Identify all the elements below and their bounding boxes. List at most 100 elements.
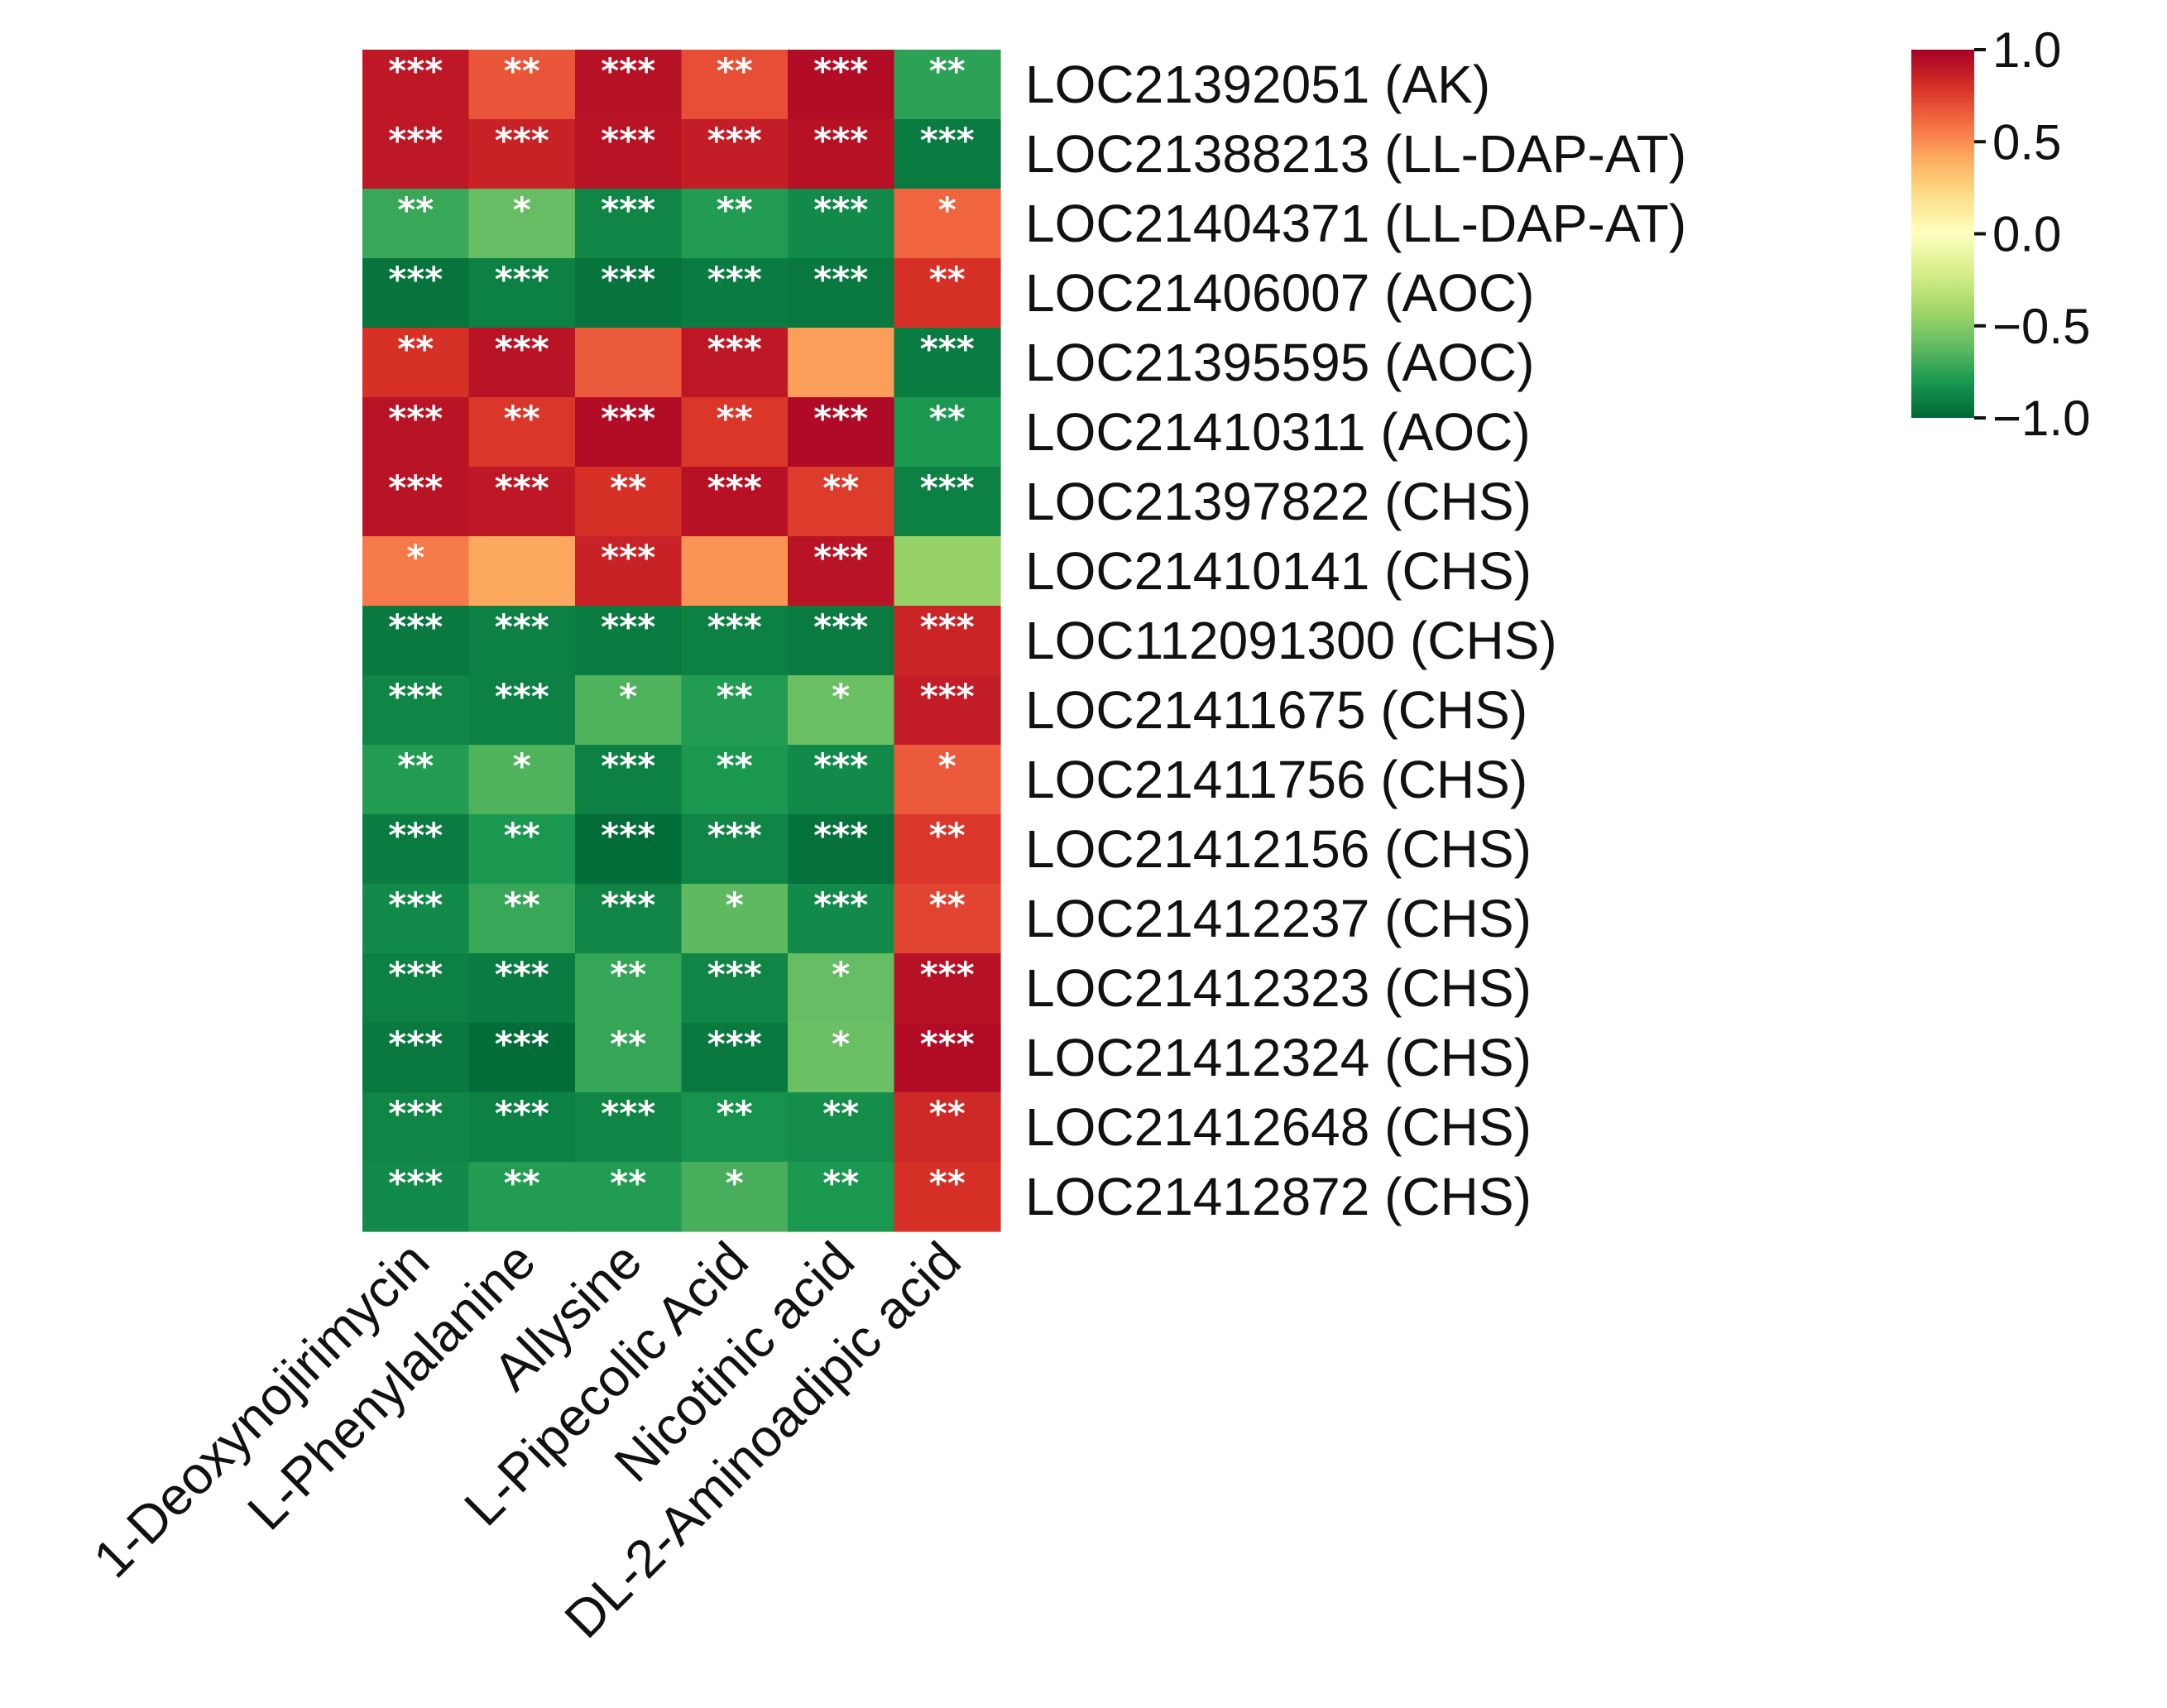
heatmap-cell: [681, 814, 789, 885]
significance-mark: ***: [813, 120, 868, 161]
heatmap-cell: [894, 50, 1001, 120]
heatmap-cell: [362, 953, 470, 1024]
significance-mark: **: [610, 954, 646, 995]
heatmap-cell: [468, 606, 576, 676]
heatmap-cell: [575, 745, 683, 815]
significance-mark: ***: [707, 607, 762, 647]
heatmap-cell: [681, 189, 789, 259]
heatmap-cell: [788, 814, 895, 885]
heatmap-cell: [362, 258, 470, 329]
significance-mark: ***: [920, 329, 975, 369]
significance-mark: *: [832, 676, 850, 717]
heatmap-cell: [468, 467, 576, 537]
significance-mark: *: [619, 676, 637, 717]
significance-mark: ***: [813, 537, 868, 578]
row-label: LOC21412237 (CHS): [1025, 889, 1532, 948]
heatmap-cell: [894, 814, 1001, 885]
significance-mark: ***: [495, 120, 549, 161]
significance-mark: ***: [388, 468, 443, 508]
colorbar-tick-label: 0.5: [1992, 114, 2061, 170]
heatmap-cell: [468, 119, 576, 190]
significance-mark: ***: [601, 190, 655, 230]
heatmap-cell: [894, 1092, 1001, 1163]
significance-mark: ***: [920, 676, 975, 717]
heatmap-cell: [788, 328, 895, 398]
colorbar-gradient: [1911, 50, 1974, 418]
significance-mark: *: [406, 537, 424, 578]
heatmap-cell: [468, 675, 576, 746]
significance-mark: ***: [388, 120, 443, 161]
row-label: LOC21388213 (LL-DAP-AT): [1025, 124, 1686, 184]
heatmap-cell: [468, 189, 576, 259]
significance-mark: **: [397, 746, 434, 786]
column-labels: 1-DeoxynojirimycinL-PhenylalanineAllysin…: [82, 1231, 972, 1649]
significance-mark: **: [929, 885, 966, 925]
significance-mark: ***: [495, 1024, 549, 1064]
significance-mark: ***: [707, 120, 762, 161]
significance-mark: *: [726, 1163, 744, 1203]
row-label: LOC21404371 (LL-DAP-AT): [1025, 194, 1686, 253]
heatmap-cell: [468, 884, 576, 954]
significance-mark: **: [717, 746, 753, 786]
heatmap-cell: [575, 328, 683, 398]
heatmap-cell: [468, 1092, 576, 1163]
significance-mark: ***: [388, 50, 443, 91]
significance-mark: **: [397, 190, 434, 230]
heatmap-cell: [788, 397, 895, 468]
significance-mark: **: [822, 1093, 859, 1134]
significance-mark: ***: [707, 259, 762, 300]
significance-mark: ***: [495, 607, 549, 647]
row-label: LOC21412323 (CHS): [1025, 958, 1532, 1018]
heatmap-cell: [788, 189, 895, 259]
significance-mark: ***: [601, 746, 655, 786]
heatmap-cell: [468, 328, 576, 398]
heatmap-cell: [894, 1162, 1001, 1232]
heatmap-cell: [575, 953, 683, 1024]
significance-mark: ***: [813, 746, 868, 786]
heatmap-cell: [575, 536, 683, 607]
significance-mark: ***: [601, 398, 655, 439]
heatmap-cell: [362, 745, 470, 815]
significance-mark: **: [504, 398, 540, 439]
row-label: LOC21411675 (CHS): [1025, 680, 1527, 740]
row-label: LOC21410311 (AOC): [1025, 402, 1531, 462]
heatmap-cell: [362, 884, 470, 954]
heatmap-cell: [681, 328, 789, 398]
significance-mark: *: [938, 746, 956, 786]
significance-mark: ***: [388, 607, 443, 647]
significance-mark: ***: [388, 398, 443, 439]
significance-mark: **: [929, 398, 966, 439]
heatmap-cell: [681, 397, 789, 468]
heatmap-cell: [362, 397, 470, 468]
significance-mark: ***: [707, 815, 762, 856]
row-label: LOC21392051 (AK): [1025, 55, 1490, 114]
significance-mark: ***: [813, 50, 868, 91]
significance-mark: ***: [388, 259, 443, 300]
heatmap-cell: [894, 606, 1001, 676]
heatmap-cell: [894, 745, 1001, 815]
heatmap-cell: [788, 953, 895, 1024]
heatmap-cell: [788, 1023, 895, 1093]
significance-mark: ***: [707, 468, 762, 508]
row-label: LOC21395595 (AOC): [1025, 333, 1534, 392]
significance-mark: ***: [601, 1093, 655, 1134]
significance-mark: **: [717, 1093, 753, 1134]
row-labels: LOC21392051 (AK) LOC21388213 (LL-DAP-AT) L…: [1025, 55, 1686, 1226]
significance-mark: **: [929, 1093, 966, 1134]
heatmap-cell: [681, 258, 789, 329]
significance-mark: ***: [813, 885, 868, 925]
heatmap-cell: [575, 397, 683, 468]
significance-mark: ***: [601, 885, 655, 925]
heatmap-cell: [575, 675, 683, 746]
significance-mark: *: [832, 1024, 850, 1064]
heatmap-cell: [788, 119, 895, 190]
heatmap-cell: [575, 606, 683, 676]
significance-mark: ***: [495, 1093, 549, 1134]
significance-mark: **: [504, 50, 540, 91]
heatmap-cell: [362, 606, 470, 676]
row-label: LOC21411756 (CHS): [1025, 750, 1527, 809]
significance-mark: **: [717, 398, 753, 439]
significance-mark: ***: [388, 954, 443, 995]
significance-mark: ***: [601, 120, 655, 161]
row-label: LOC21412156 (CHS): [1025, 819, 1532, 879]
